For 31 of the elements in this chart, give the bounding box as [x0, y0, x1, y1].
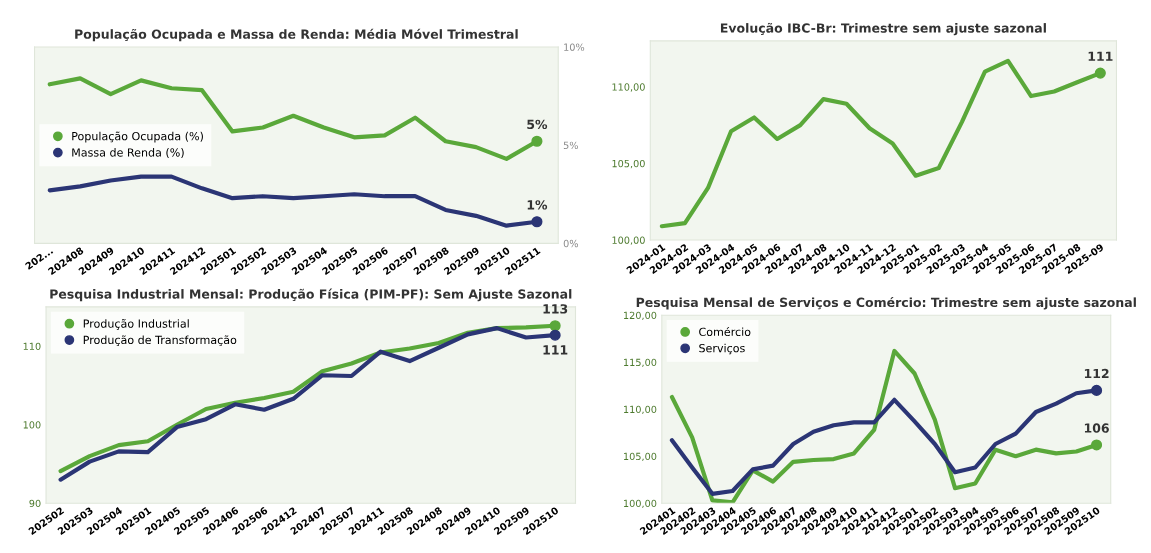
y-tick-label: 120,00: [624, 311, 657, 321]
y-tick-label: 105,00: [612, 159, 645, 169]
y-tick-label: 5%: [563, 141, 578, 149]
chart-title: Evolução IBC-Br: Trimestre sem ajuste sazonal: [720, 22, 1046, 36]
data-label: 1%: [527, 200, 548, 210]
y-tick-label: 115,00: [624, 358, 657, 368]
legend-label: Serviços: [699, 343, 745, 355]
y-tick-label: 110,00: [624, 405, 657, 415]
y-tick-label: 0%: [563, 239, 578, 248]
data-label: 106: [1084, 423, 1109, 433]
y-tick-label: 100,00: [612, 236, 645, 245]
y-tick-label: 90: [29, 499, 41, 508]
data-label: 112: [1084, 368, 1109, 379]
chart-title: Pesquisa Industrial Mensal: Produção Física (PIM-PF): Sem Ajuste Sazonal: [50, 288, 572, 302]
data-label: 5%: [527, 119, 548, 130]
data-label: 111: [1088, 51, 1113, 61]
legend-label: Produção Industrial: [83, 318, 189, 330]
chart-title: População Ocupada e Massa de Renda: Média Móvel Trimestral: [75, 28, 518, 42]
y-tick-label: 110: [23, 342, 41, 351]
legend-label: Produção de Transformação: [83, 335, 237, 347]
chart-title: Pesquisa Mensal de Serviços e Comércio: Trimestre sem ajuste sazonal: [636, 296, 1136, 310]
y-tick-label: 100: [23, 421, 41, 429]
legend-label: Massa de Renda (%): [72, 148, 184, 158]
y-tick-label: 10%: [564, 43, 585, 51]
data-label: 113: [543, 304, 568, 314]
legend-label: Comércio: [699, 326, 751, 337]
legend-label: População Ocupada (%): [72, 131, 203, 143]
y-tick-label: 100,00: [624, 499, 657, 509]
y-tick-label: 105,00: [624, 452, 657, 462]
y-tick-label: 110,00: [612, 83, 645, 92]
data-label: 111: [543, 345, 568, 355]
